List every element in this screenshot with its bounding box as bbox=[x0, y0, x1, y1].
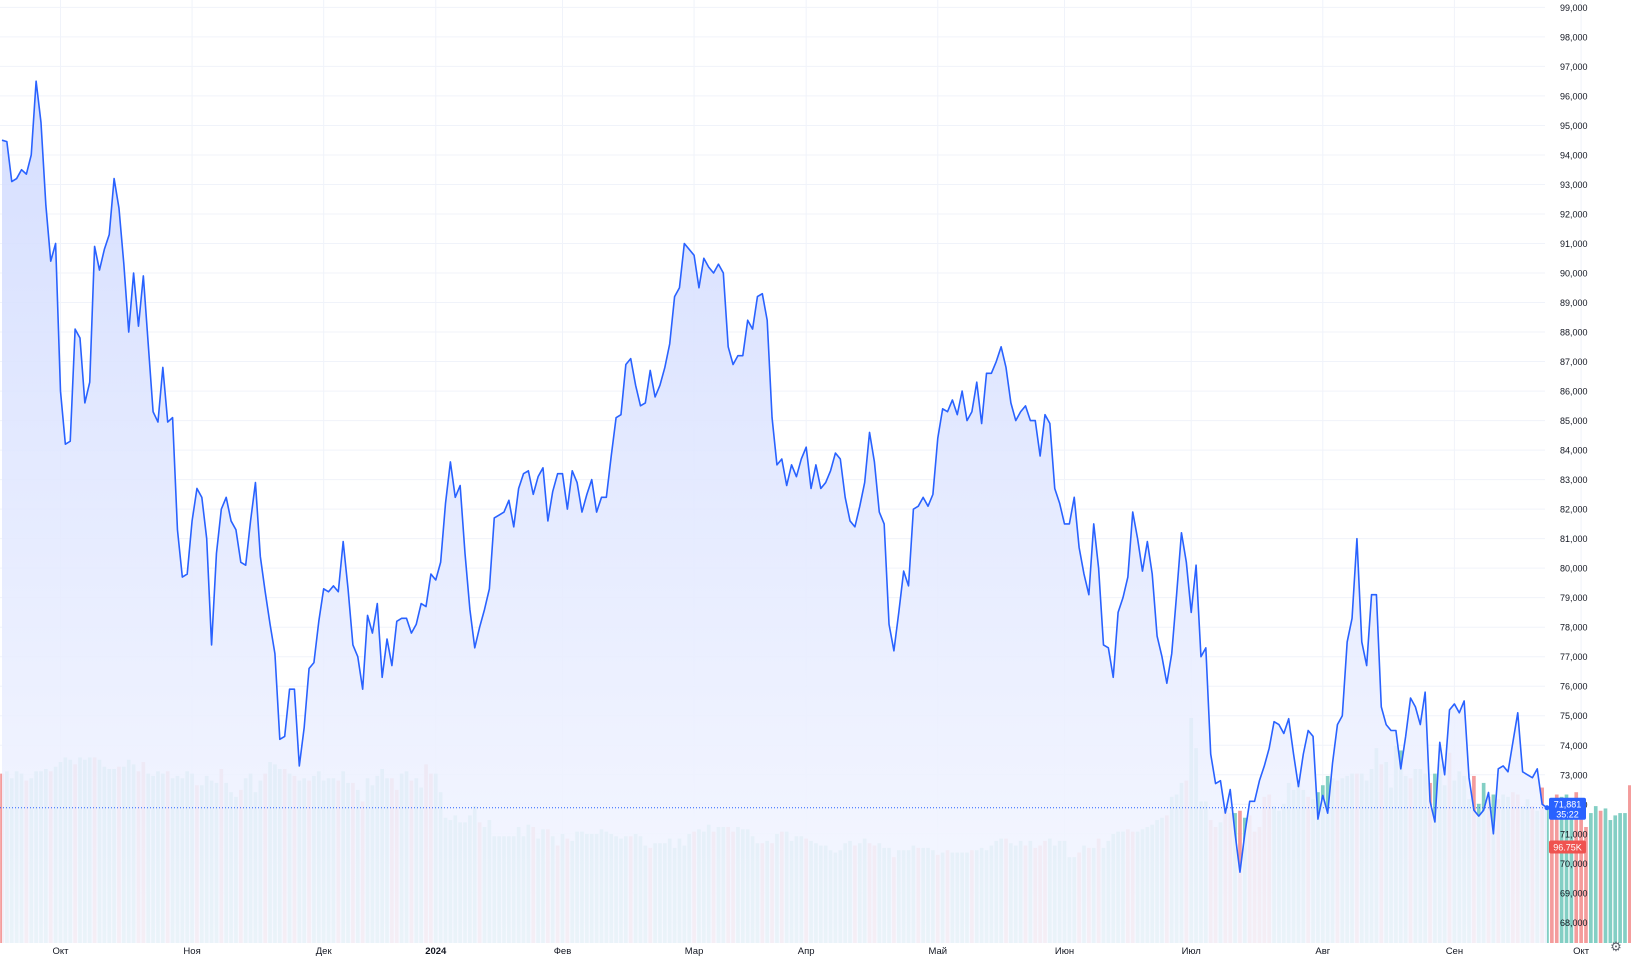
price-tick-label: 95,000 bbox=[1560, 121, 1588, 131]
price-tick-label: 71,000 bbox=[1560, 829, 1588, 839]
volume-bar bbox=[1554, 794, 1559, 943]
price-tick-label: 90,000 bbox=[1560, 269, 1588, 279]
volume-bar bbox=[1579, 810, 1583, 943]
price-tick-label: 92,000 bbox=[1560, 209, 1588, 219]
price-tick-label: 85,000 bbox=[1560, 416, 1588, 426]
time-tick-label: Фев bbox=[554, 946, 572, 957]
settings-gear-icon[interactable]: ⚙ bbox=[1610, 939, 1622, 954]
price-tick-label: 91,000 bbox=[1560, 239, 1588, 249]
price-tick-label: 94,000 bbox=[1560, 150, 1588, 160]
price-tick-label: 73,000 bbox=[1560, 770, 1588, 780]
volume-bar bbox=[1603, 808, 1608, 943]
time-tick-label: Июл bbox=[1182, 946, 1201, 957]
price-tick-label: 76,000 bbox=[1560, 682, 1588, 692]
volume-bar bbox=[1598, 810, 1603, 943]
last-volume-label: 96.75K bbox=[1553, 843, 1582, 853]
price-tick-label: 79,000 bbox=[1560, 593, 1588, 603]
last-price-dot bbox=[1544, 805, 1550, 811]
price-tick-label: 77,000 bbox=[1560, 652, 1588, 662]
last-price-label: 71,881 bbox=[1554, 799, 1582, 809]
price-tick-label: 89,000 bbox=[1560, 298, 1588, 308]
time-tick-label: Июн bbox=[1055, 946, 1074, 957]
volume-bar bbox=[1559, 796, 1564, 943]
price-tick-label: 78,000 bbox=[1560, 623, 1588, 633]
time-tick-label: Окт bbox=[52, 946, 69, 957]
price-tick-label: 69,000 bbox=[1560, 888, 1588, 898]
volume-bar bbox=[1628, 785, 1631, 943]
price-tick-label: 88,000 bbox=[1560, 328, 1588, 338]
time-tick-label: Авг bbox=[1315, 946, 1330, 957]
time-tick-label: Ноя bbox=[183, 946, 200, 957]
price-tick-label: 93,000 bbox=[1560, 180, 1588, 190]
price-line bbox=[0, 80, 1550, 873]
price-tick-label: 82,000 bbox=[1560, 505, 1588, 515]
volume-bar bbox=[1623, 813, 1627, 943]
time-tick-label: Апр bbox=[798, 946, 815, 957]
time-axis[interactable]: Окт Ноя Дек 2024 Фев Мар Апр Май Июн Июл Авг Сен Окт… bbox=[52, 946, 1631, 957]
volume-bar bbox=[1550, 799, 1554, 943]
price-tick-label: 99,000 bbox=[1560, 3, 1588, 13]
time-tick-label: Окт bbox=[1573, 946, 1590, 957]
price-area bbox=[2, 81, 1547, 944]
volume-bar bbox=[1564, 794, 1569, 943]
price-tick-label: 80,000 bbox=[1560, 564, 1588, 574]
time-tick-label: Сен bbox=[1446, 946, 1463, 957]
price-axis[interactable]: 99,000 98,000 97,000 96,000 95,000 94,000 93,0… bbox=[1560, 3, 1588, 928]
price-tick-label: 75,000 bbox=[1560, 711, 1588, 721]
price-tick-label: 84,000 bbox=[1560, 446, 1588, 456]
volume-bar bbox=[0, 773, 4, 943]
price-tick-label: 74,000 bbox=[1560, 741, 1588, 751]
time-tick-label: Май bbox=[928, 946, 947, 957]
price-area-fill bbox=[2, 81, 1547, 944]
price-tick-label: 96,000 bbox=[1560, 91, 1588, 101]
price-line-path bbox=[1, 80, 1548, 873]
last-price-countdown: 35:22 bbox=[1556, 809, 1579, 819]
time-tick-label: Дек bbox=[316, 946, 333, 957]
last-price-badge bbox=[1549, 797, 1586, 820]
volume-bar bbox=[1569, 815, 1574, 943]
last-volume-badge bbox=[1549, 840, 1586, 854]
price-tick-label: 83,000 bbox=[1560, 475, 1588, 485]
volume-bar bbox=[1608, 820, 1613, 943]
price-tick-label: 87,000 bbox=[1560, 357, 1588, 367]
price-tick-label: 97,000 bbox=[1560, 62, 1588, 72]
volume-bar bbox=[1593, 806, 1598, 943]
price-tick-label: 81,000 bbox=[1560, 534, 1588, 544]
price-tick-label: 98,000 bbox=[1560, 32, 1588, 42]
price-tick-label: 70,000 bbox=[1560, 859, 1588, 869]
volume-bar bbox=[1589, 813, 1593, 943]
price-tick-label: 86,000 bbox=[1560, 387, 1588, 397]
volume-bar bbox=[1584, 827, 1588, 943]
volume-bar bbox=[1613, 815, 1618, 943]
volume-bar bbox=[1574, 792, 1579, 943]
price-tick-label: 68,000 bbox=[1560, 918, 1588, 928]
time-tick-label: Мар bbox=[685, 946, 704, 957]
time-tick-label: 2024 bbox=[425, 946, 447, 957]
volume-bar bbox=[1618, 813, 1622, 943]
